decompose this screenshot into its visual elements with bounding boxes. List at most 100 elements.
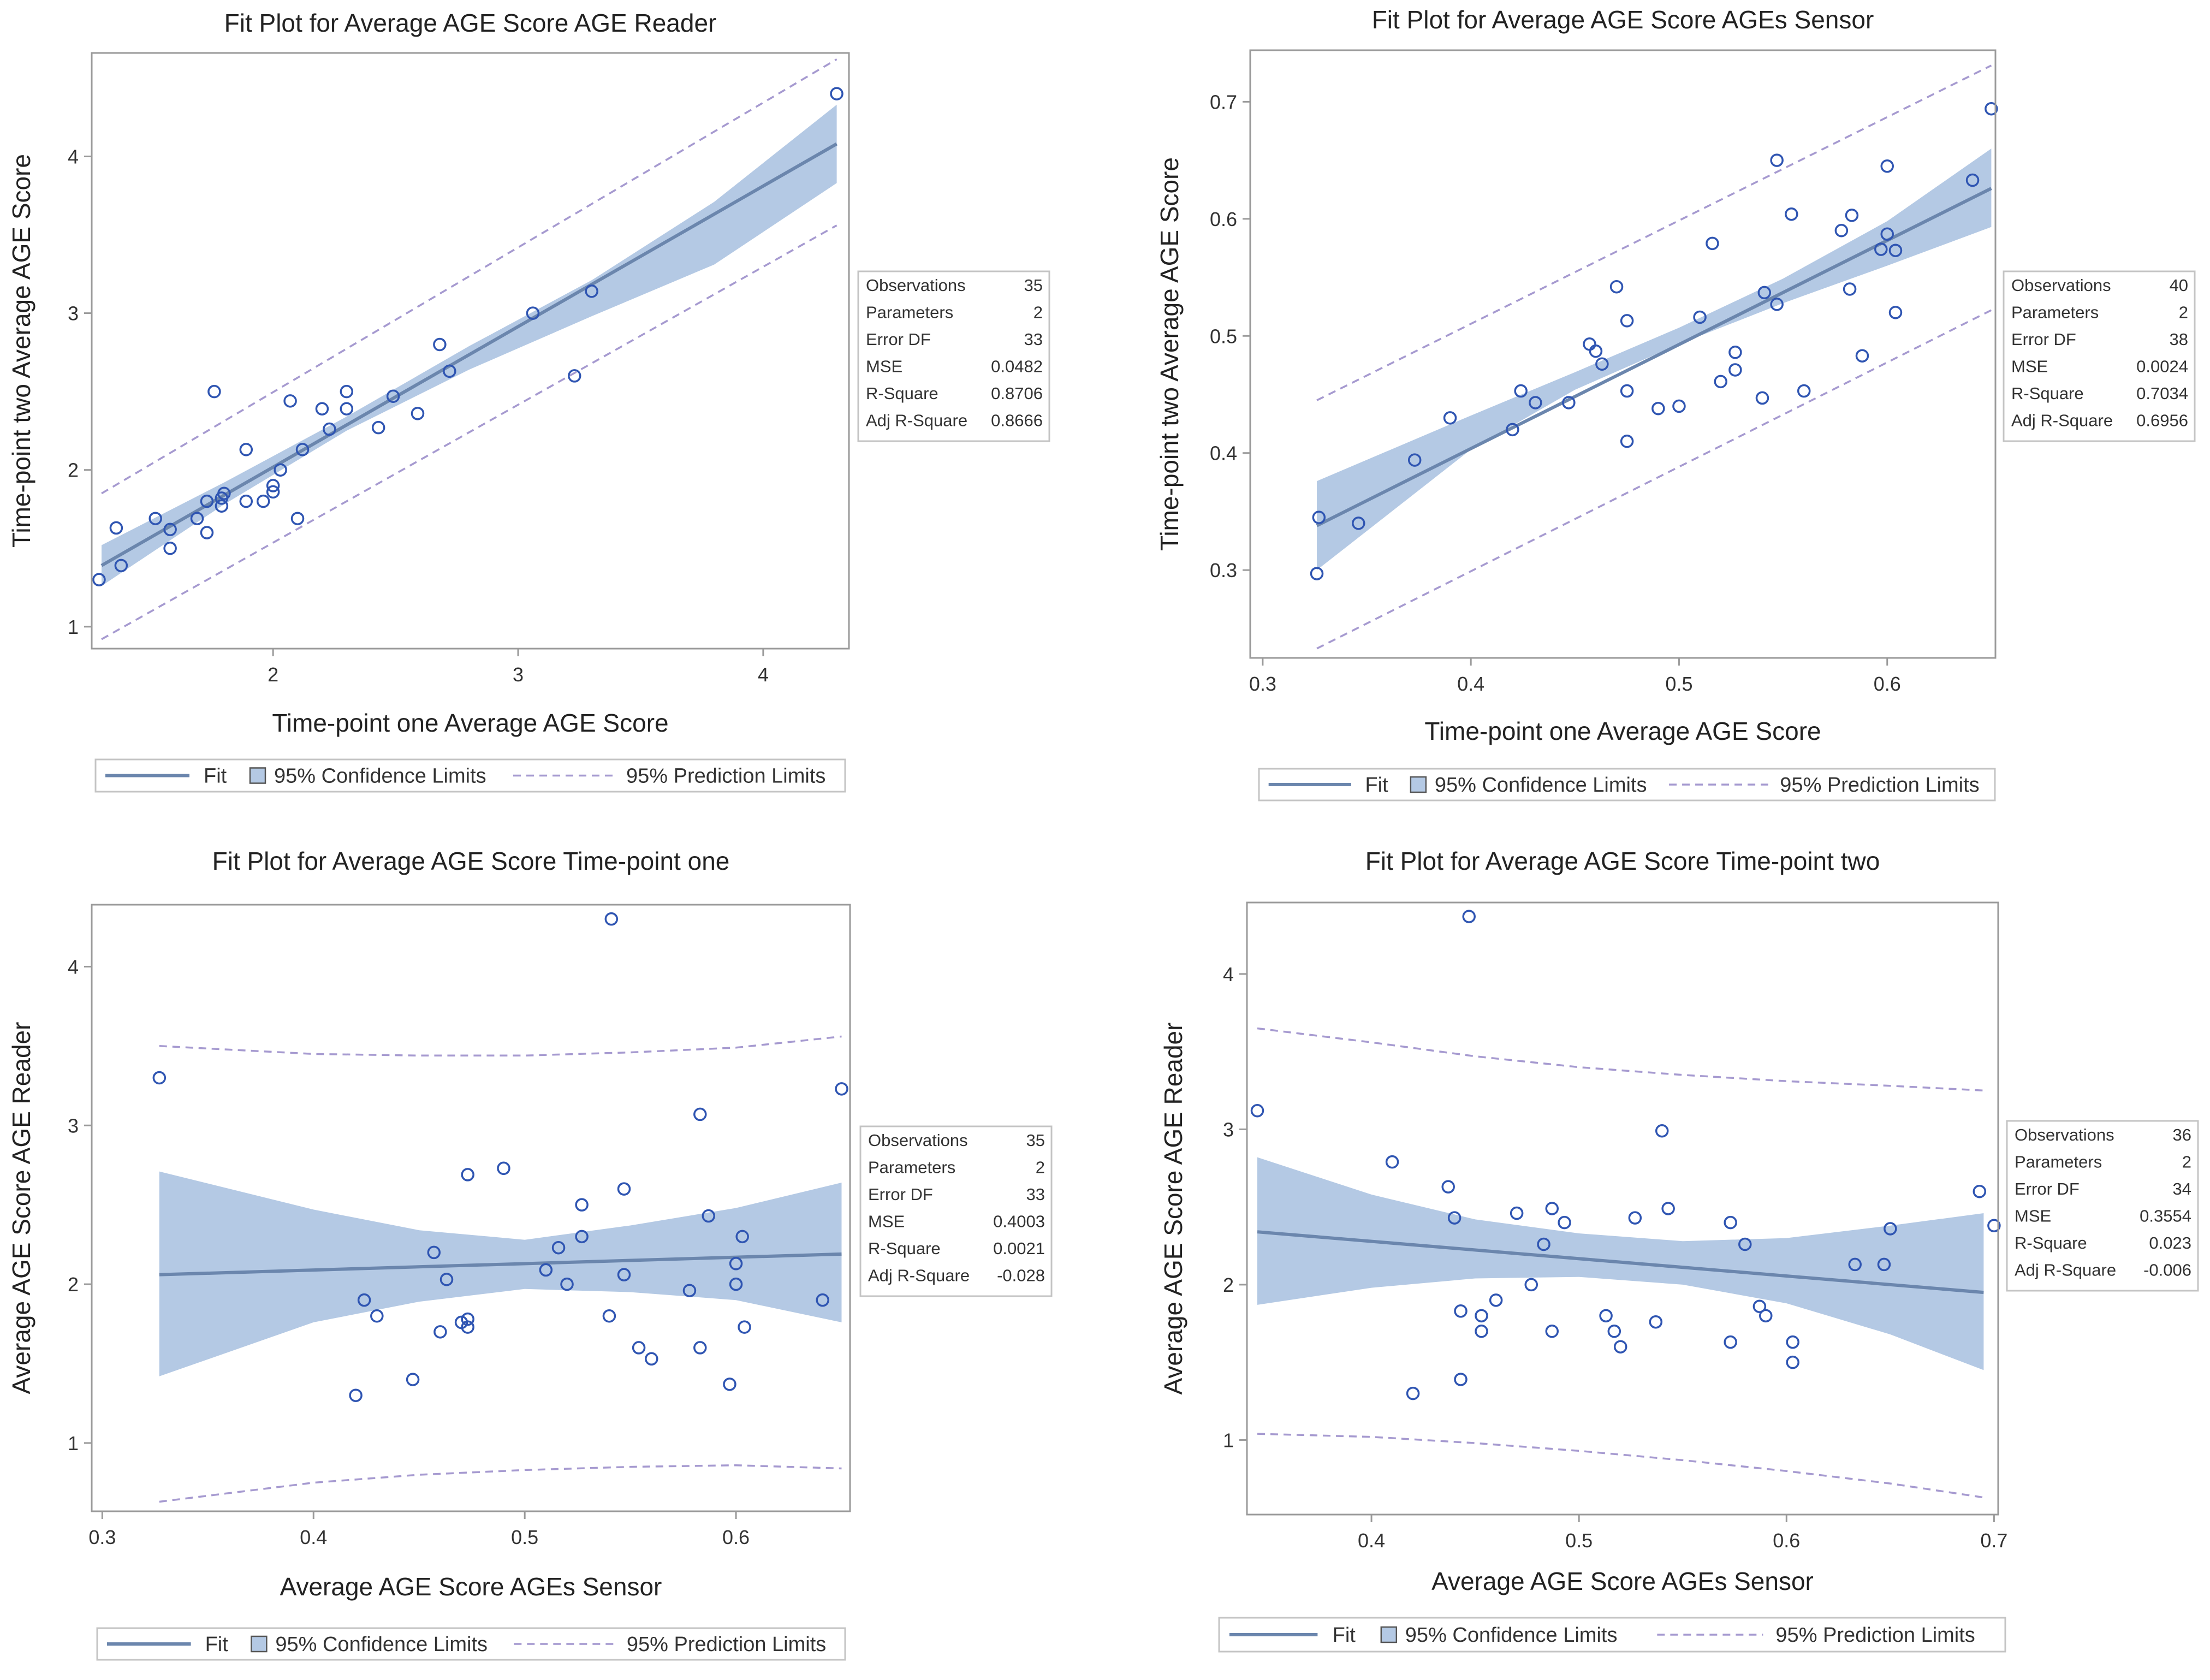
data-point: [1888, 244, 1903, 257]
data-point: [274, 463, 287, 477]
statistic-value: 0.3554: [2140, 1207, 2191, 1226]
data-point: [92, 573, 106, 586]
data-point: [163, 542, 177, 555]
data-point: [323, 422, 336, 436]
data-point: [215, 499, 229, 513]
statistic-value: 0.6956: [2136, 411, 2188, 430]
statistic-label: MSE: [2015, 1207, 2051, 1226]
prediction-limit-lower: [159, 1464, 842, 1503]
statistics-box-frame: [2006, 1120, 2199, 1292]
plot-area: [1257, 1027, 1984, 1499]
data-point: [1985, 102, 1998, 116]
data-point: [239, 494, 253, 508]
statistic-label: MSE: [2011, 357, 2048, 376]
data-point: [497, 1161, 510, 1176]
data-point: [1877, 1257, 1891, 1272]
plot-frame: [91, 52, 850, 650]
y-axis-label: Time-point two Average AGE Score: [7, 154, 35, 548]
data-point: [439, 1273, 454, 1286]
y-tick-label: 0.5: [1210, 325, 1237, 347]
fit-statistics-box: Observations 35 Parameters 2 Error DF 33 MSE 0.…: [859, 1125, 1053, 1297]
data-point: [1874, 242, 1888, 256]
data-point: [1454, 1373, 1468, 1386]
data-point: [1755, 391, 1769, 405]
data-point: [163, 523, 177, 537]
x-tick-label: 3: [513, 663, 524, 686]
data-point: [1545, 1325, 1559, 1338]
x-tick-label: 0.5: [1665, 673, 1692, 695]
statistic-value: 2: [2182, 1153, 2191, 1172]
statistic-label: Error DF: [2015, 1179, 2080, 1198]
data-point: [1843, 282, 1857, 296]
statistic-label: Parameters: [2015, 1153, 2102, 1172]
statistic-label: R-Square: [2011, 384, 2084, 403]
data-point: [1514, 384, 1528, 398]
data-point: [239, 443, 253, 456]
y-tick-label: 3: [68, 1114, 79, 1137]
data-point: [1352, 517, 1365, 530]
data-point: [1312, 510, 1326, 524]
data-point: [1462, 910, 1476, 923]
data-point: [1724, 1335, 1737, 1349]
data-point: [1785, 207, 1798, 221]
legend-frame: [1218, 1617, 2006, 1653]
data-point: [702, 1209, 716, 1223]
data-point: [738, 1320, 751, 1334]
statistic-label: R-Square: [866, 384, 938, 403]
y-tick-label: 0.6: [1210, 208, 1237, 230]
plot-area: [159, 1035, 842, 1503]
data-point: [1848, 1257, 1862, 1272]
data-point: [200, 494, 214, 508]
y-tick-label: 1: [1223, 1429, 1234, 1451]
y-axis-label: Average AGE Score AGE Reader: [7, 1022, 35, 1394]
data-point: [1786, 1335, 1799, 1349]
y-tick-label: 3: [68, 302, 79, 325]
fit-statistics-box: Observations 36 Parameters 2 Error DF 34 MSE 0.…: [2006, 1120, 2199, 1292]
data-point: [1987, 1219, 2001, 1233]
legend-confidence-label: 95% Confidence Limits: [1435, 774, 1647, 797]
x-tick-label: 2: [268, 663, 278, 686]
data-point: [575, 1198, 589, 1212]
y-tick-label: 0.7: [1210, 91, 1237, 113]
data-point: [386, 389, 400, 403]
plot-frame: [1246, 901, 1999, 1516]
data-point: [568, 369, 581, 383]
data-point: [1714, 375, 1727, 389]
statistic-value: 34: [2173, 1179, 2191, 1198]
data-point: [1607, 1325, 1621, 1338]
statistic-value: 36: [2173, 1125, 2191, 1144]
data-point: [371, 420, 385, 435]
data-point: [1489, 1293, 1503, 1307]
statistic-label: Parameters: [866, 303, 953, 322]
data-point: [1558, 1215, 1571, 1230]
data-point: [1595, 357, 1609, 371]
y-axis-label: Time-point two Average AGE Score: [1155, 157, 1184, 551]
statistic-label: Adj R-Square: [2015, 1261, 2116, 1280]
data-point: [114, 559, 128, 573]
data-point: [207, 384, 221, 399]
legend-fit-label: Fit: [1333, 1624, 1356, 1647]
data-point: [729, 1277, 743, 1291]
x-axis-label: Time-point one Average AGE Score: [1424, 717, 1821, 745]
data-point: [1620, 314, 1634, 328]
statistic-value: -0.006: [2143, 1261, 2191, 1280]
data-point: [551, 1240, 566, 1255]
legend: Fit 95% Confidence Limits 95% Prediction L…: [96, 1627, 846, 1661]
data-point: [1706, 236, 1719, 251]
data-point: [340, 384, 354, 399]
data-point: [1475, 1309, 1488, 1323]
statistic-value: 35: [1026, 1131, 1045, 1150]
data-point: [1609, 280, 1624, 294]
legend-frame: [94, 758, 846, 793]
chart-title: Fit Plot for Average AGE Score Time-poin…: [212, 847, 730, 875]
legend-confidence-label: 95% Confidence Limits: [1405, 1624, 1618, 1647]
data-point: [443, 364, 456, 378]
x-tick-label: 0.3: [88, 1526, 116, 1548]
data-point: [1855, 349, 1869, 363]
data-point: [1757, 286, 1772, 300]
prediction-limit-lower: [101, 224, 837, 640]
y-axis-label: Average AGE Score AGE Reader: [1159, 1023, 1187, 1395]
x-tick-label: 0.6: [1874, 673, 1901, 695]
chart-title: Fit Plot for Average AGE Score AGEs Sens…: [1372, 5, 1874, 34]
data-point: [602, 1309, 616, 1323]
